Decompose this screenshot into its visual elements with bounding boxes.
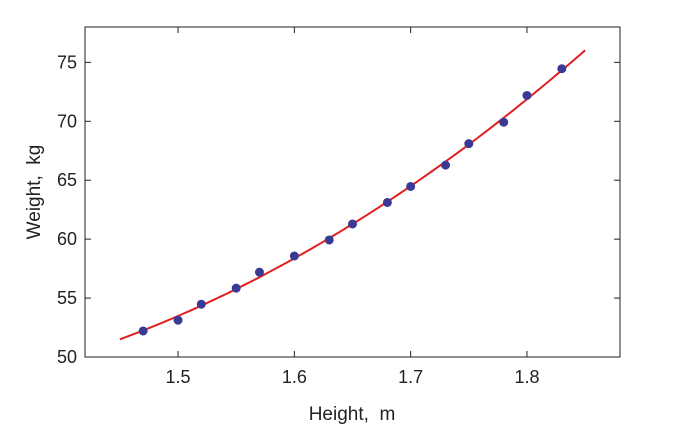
x-tick-label: 1.7 [398, 367, 423, 387]
data-point [382, 197, 392, 207]
y-tick-label: 60 [57, 229, 77, 249]
y-tick-label: 70 [57, 111, 77, 131]
x-tick-label: 1.5 [166, 367, 191, 387]
plot-frame [84, 26, 621, 358]
x-tick-label: 1.6 [282, 367, 307, 387]
data-point [324, 235, 334, 245]
data-point [196, 299, 206, 309]
y-tick-label: 50 [57, 347, 77, 367]
data-point [441, 160, 451, 170]
x-tick-label: 1.8 [514, 367, 539, 387]
data-point [231, 283, 241, 293]
data-point [138, 326, 148, 336]
fit-curve [119, 49, 586, 341]
data-point [289, 251, 299, 261]
data-point [557, 64, 567, 74]
data-point [348, 219, 357, 229]
data-point [406, 181, 416, 191]
data-point [522, 90, 532, 100]
y-axis-label: Weight, kg [24, 145, 45, 240]
y-tick-label: 65 [57, 170, 77, 190]
data-point [499, 117, 509, 127]
data-point [173, 315, 183, 325]
x-axis-label: Height, m [309, 404, 396, 425]
data-point [464, 139, 474, 149]
data-point [254, 267, 264, 277]
y-tick-label: 55 [57, 288, 77, 308]
y-tick-label: 75 [57, 52, 77, 72]
